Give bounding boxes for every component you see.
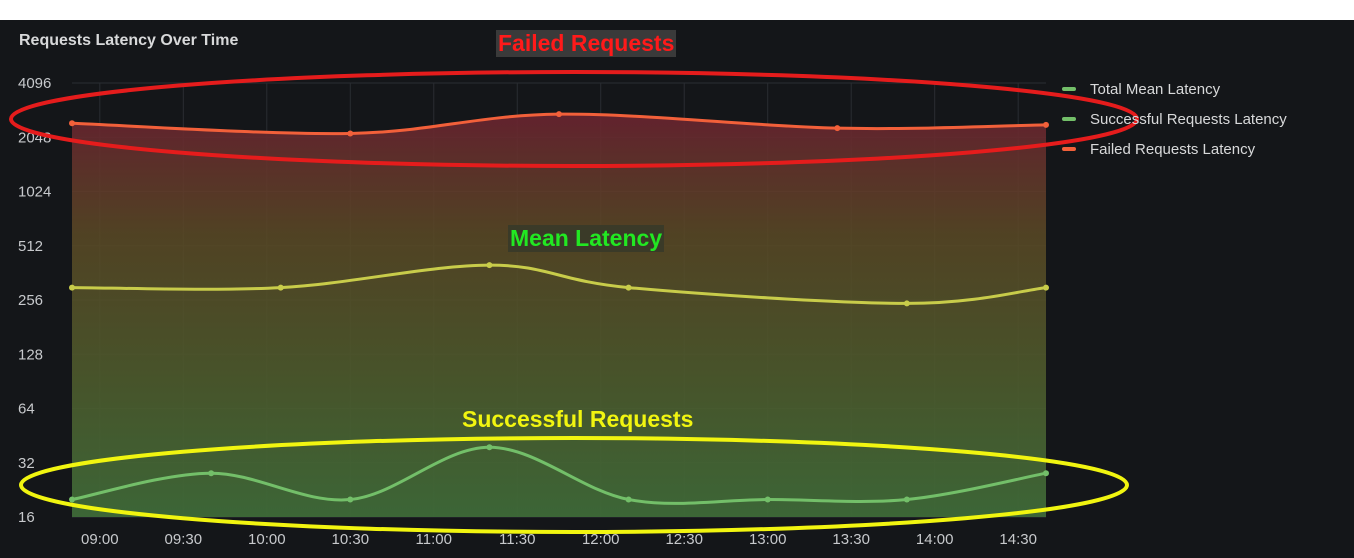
data-point [347,130,354,137]
panel-title: Requests Latency Over Time [19,32,239,49]
x-tick-label: 11:00 [416,531,452,548]
legend-item-total-mean[interactable]: Total Mean Latency [1062,74,1287,104]
annotation-successful-requests: Successful Requests [462,406,694,432]
y-tick-label: 16 [18,509,35,526]
annotation-failed-requests: Failed Requests [496,30,677,57]
x-tick-label: 13:30 [832,531,870,548]
series-line-successful [71,445,1047,505]
data-point [277,284,284,291]
y-tick-label: 4096 [18,75,51,92]
data-point [556,111,562,118]
data-point [903,496,910,503]
y-tick-label: 256 [18,292,43,309]
data-point [347,496,354,503]
data-point [625,496,632,503]
legend-item-failed[interactable]: Failed Requests Latency [1062,134,1287,164]
legend-label: Failed Requests Latency [1090,140,1256,158]
legend-swatch [1062,147,1076,151]
y-tick-label: 128 [18,346,43,363]
data-point [486,262,493,269]
data-point [1043,470,1049,477]
y-tick-label: 32 [18,455,35,472]
data-point [208,470,215,477]
x-tick-label: 09:30 [165,531,203,548]
chart-panel: 16 32 64 128 256 512 1024 2048 4096 09:00 09:30 10… [0,20,1354,558]
data-point [903,300,910,307]
chart-legend: Total Mean Latency Successful Requests L… [1062,74,1287,164]
x-tick-label: 11:30 [499,531,535,548]
legend-label: Total Mean Latency [1090,80,1221,98]
annotation-mean-latency: Mean Latency [508,225,665,252]
x-tick-label: 12:00 [582,531,620,548]
data-point [69,120,75,127]
x-tick-label: 14:30 [999,531,1037,548]
x-tick-label: 10:30 [332,531,370,548]
data-point [69,496,75,503]
data-point [69,284,75,291]
data-point [486,444,493,451]
data-point [764,496,771,503]
x-tick-label: 14:00 [916,531,954,548]
x-tick-label: 13:00 [749,531,787,548]
data-point [1043,121,1049,128]
x-tick-label: 09:00 [81,531,119,548]
x-tick-label: 12:30 [665,531,703,548]
successful-highlight-ellipse [19,436,1129,534]
y-tick-label: 1024 [18,184,51,201]
data-point [1043,284,1049,291]
data-point [834,125,841,132]
legend-label: Successful Requests Latency [1090,110,1287,128]
y-tick-label: 512 [18,238,43,255]
legend-item-successful[interactable]: Successful Requests Latency [1062,104,1287,134]
legend-swatch [1062,87,1076,91]
y-tick-label: 64 [18,401,35,418]
legend-swatch [1062,117,1076,121]
failed-highlight-ellipse [9,70,1139,168]
data-point [625,284,632,291]
chart-area-fill [72,114,1046,518]
x-tick-label: 10:00 [248,531,286,548]
